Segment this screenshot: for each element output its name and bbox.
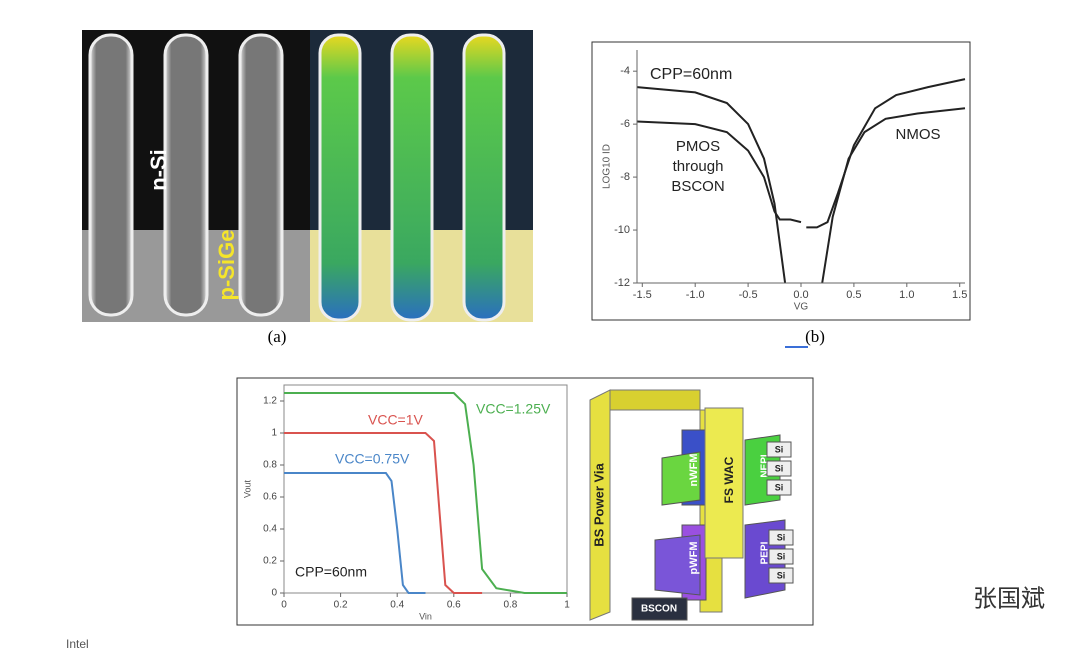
annotation: PMOS xyxy=(676,138,720,155)
y-tick-label: 0.2 xyxy=(263,556,277,567)
y-tick-label: 1 xyxy=(271,428,277,439)
x-tick-label: 0.5 xyxy=(846,289,861,301)
si-block xyxy=(768,567,794,584)
diagram-label: BSCON xyxy=(641,604,677,615)
si-label: Si xyxy=(775,463,784,473)
annotation: CPP=60nm xyxy=(650,66,732,83)
si-block xyxy=(766,441,792,458)
watermark: 张国斌 xyxy=(973,585,1045,612)
diagram-label: BS Power Via xyxy=(591,462,606,546)
diagram-label: NEPI xyxy=(760,454,771,478)
line-series xyxy=(636,86,966,284)
annotation: NMOS xyxy=(896,126,941,143)
x-axis-label: Vin xyxy=(419,611,432,621)
device-diagram xyxy=(589,389,786,621)
line-series xyxy=(284,472,426,594)
si-label: Si xyxy=(775,482,784,492)
y-axis-label: LOG10 ID xyxy=(602,144,613,189)
diagram-label: FS WAC xyxy=(722,456,736,503)
si-block xyxy=(768,529,794,546)
x-tick-label: 0.6 xyxy=(447,600,461,611)
line-series xyxy=(636,78,966,229)
y-tick-label: 1.2 xyxy=(263,396,277,407)
y-tick-label: -6 xyxy=(620,118,630,130)
x-tick-label: 1.0 xyxy=(899,289,914,301)
y-tick-label: 0.6 xyxy=(263,492,277,503)
x-tick-label: 0 xyxy=(281,600,287,611)
caption-a: (a) xyxy=(268,327,287,346)
x-tick-label: 0.2 xyxy=(334,600,348,611)
y-tick-label: -4 xyxy=(620,65,630,77)
line-series xyxy=(284,432,483,594)
y-tick-label: -12 xyxy=(614,277,630,289)
x-tick-label: 0.8 xyxy=(503,600,517,611)
si-block xyxy=(768,548,794,565)
annotation: BSCON xyxy=(671,178,724,195)
x-tick-label: -1.5 xyxy=(633,289,652,301)
series-label: VCC=1V xyxy=(368,412,424,428)
y-tick-label: 0.4 xyxy=(263,524,277,535)
y-tick-label: -8 xyxy=(620,171,630,183)
label-n-si: n-Si xyxy=(146,149,171,191)
y-tick-label: 0 xyxy=(271,588,277,599)
x-tick-label: 1.5 xyxy=(952,289,967,301)
si-label: Si xyxy=(777,551,786,561)
diagram-label: nWFM xyxy=(688,454,700,487)
si-label: Si xyxy=(777,532,786,542)
line-series xyxy=(284,392,567,594)
annotation: through xyxy=(673,158,724,175)
x-tick-label: 0.0 xyxy=(793,289,808,301)
x-tick-label: -0.5 xyxy=(739,289,758,301)
annotation: CPP=60nm xyxy=(295,564,367,580)
y-axis-label: Vout xyxy=(242,479,252,498)
panel-a-image: n-Si p-SiGe xyxy=(82,30,533,322)
x-axis-label: VG xyxy=(794,302,809,313)
x-tick-label: 0.4 xyxy=(390,600,404,611)
diagram-label: PEPI xyxy=(760,541,771,564)
diagram-label: pWFM xyxy=(688,542,700,575)
x-tick-label: 1 xyxy=(564,600,570,611)
si-block xyxy=(766,460,792,477)
y-tick-label: -10 xyxy=(614,224,630,236)
series-label: VCC=1.25V xyxy=(476,401,551,417)
caption-b: (b) xyxy=(805,327,825,346)
x-tick-label: -1.0 xyxy=(686,289,705,301)
si-label: Si xyxy=(775,444,784,454)
footer: Intel xyxy=(66,637,89,648)
si-block xyxy=(766,479,792,496)
label-p-sige: p-SiGe xyxy=(214,230,239,301)
panel-b-frame xyxy=(591,41,971,321)
si-label: Si xyxy=(777,570,786,580)
series-label: VCC=0.75V xyxy=(335,451,410,467)
y-tick-label: 0.8 xyxy=(263,460,277,471)
